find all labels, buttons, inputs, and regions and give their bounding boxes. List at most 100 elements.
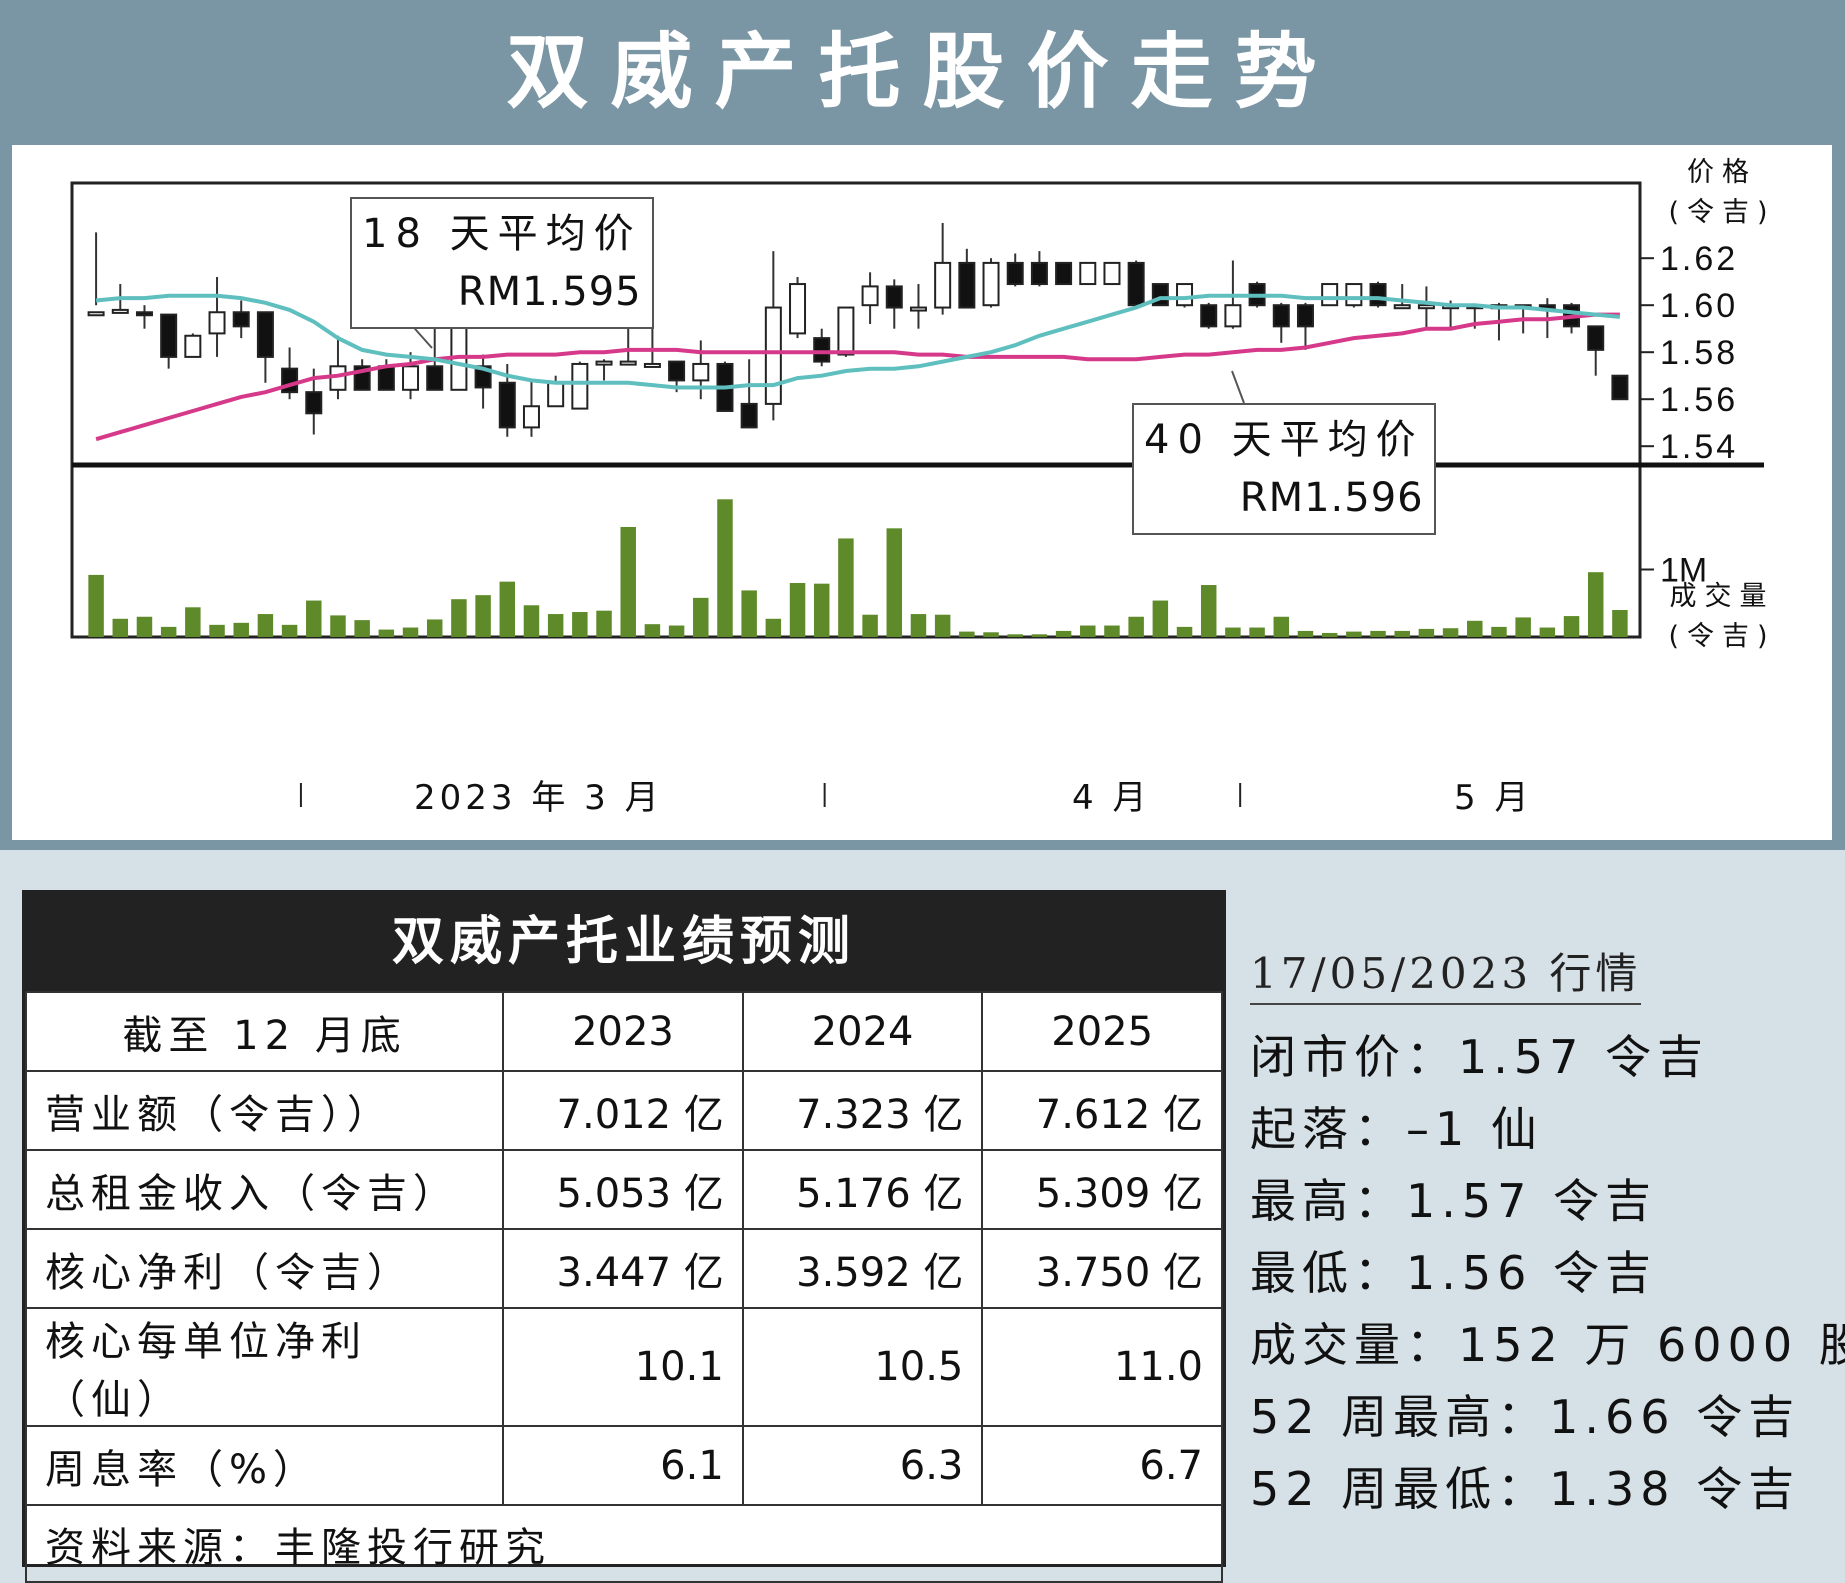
forecast-header-row: 截至 12 月底 2023 2024 2025 xyxy=(24,991,1223,1072)
candle-body-up xyxy=(643,362,661,368)
candle-body-up xyxy=(1321,283,1339,307)
candle-body-down xyxy=(668,360,686,382)
candle-body-down xyxy=(1611,374,1629,401)
volume-bar xyxy=(281,624,298,637)
cell-value: 5.309 亿 xyxy=(981,1149,1223,1230)
volume-bar xyxy=(523,605,540,637)
candle-body-down xyxy=(256,311,274,358)
volume-bar xyxy=(1370,630,1386,637)
cell-value: 6.1 xyxy=(502,1425,744,1506)
cell-value: 10.1 xyxy=(502,1307,744,1427)
volume-axis-title: 成交量 (令吉) xyxy=(1647,577,1797,657)
candle-body-down xyxy=(740,402,758,429)
volume-bar xyxy=(1491,626,1507,637)
volume-bar xyxy=(209,624,225,637)
volume-bar xyxy=(1321,632,1338,637)
price-axis-title: 价格 (令吉) xyxy=(1652,153,1792,233)
row-label: 核心净利（令吉） xyxy=(24,1228,505,1309)
candle-body-down xyxy=(885,285,903,309)
table-row: 营业额（令吉）） 7.012 亿 7.323 亿 7.612 亿 xyxy=(24,1070,1223,1151)
volume-bar xyxy=(1273,616,1290,637)
candle-body-up xyxy=(87,311,105,317)
volume-tick-label: 1M xyxy=(1660,552,1707,590)
candle-body-up xyxy=(764,306,782,405)
header-period: 截至 12 月底 xyxy=(24,991,505,1072)
volume-bar xyxy=(1152,600,1169,637)
candle-body-up xyxy=(184,334,202,358)
volume-bar xyxy=(644,624,661,637)
cell-value: 6.3 xyxy=(741,1425,984,1506)
volume-bar xyxy=(668,625,685,637)
volume-bar xyxy=(354,620,370,637)
row-label: 周息率（%） xyxy=(24,1425,505,1506)
candle-body-down xyxy=(1127,261,1145,307)
volume-bar xyxy=(862,614,878,637)
volume-bar xyxy=(1225,627,1241,637)
ma40-value: RM1.596 xyxy=(1239,475,1424,521)
table-row: 核心每单位净利（仙） 10.1 10.5 11.0 xyxy=(24,1307,1223,1427)
volume-bar xyxy=(959,631,975,637)
table-row: 周息率（%） 6.1 6.3 6.7 xyxy=(24,1425,1223,1506)
volume-bar xyxy=(1346,631,1362,637)
volume-bar xyxy=(1176,626,1193,637)
ma18-value: RM1.595 xyxy=(457,269,642,315)
volume-bar xyxy=(160,626,177,637)
volume-bar xyxy=(717,499,733,637)
candle-body-down xyxy=(135,311,153,317)
volume-bar xyxy=(1104,625,1120,637)
day-high: 最高：1.57 令吉 xyxy=(1250,1174,1658,1228)
candle-body-down xyxy=(1055,261,1073,286)
cell-value: 7.012 亿 xyxy=(502,1070,744,1151)
price-tick-label: 1.56 xyxy=(1660,381,1738,419)
candle-body-up xyxy=(837,306,855,356)
ma40-label: 40 天平均价 xyxy=(1144,417,1424,463)
candle-body-up xyxy=(1393,304,1411,310)
price-tick-label: 1.54 xyxy=(1660,428,1738,466)
header-2024: 2024 xyxy=(741,991,984,1072)
volume-bar xyxy=(1515,617,1531,637)
volume-bar xyxy=(475,595,491,637)
volume-bar xyxy=(1249,627,1265,637)
volume-bar xyxy=(596,610,612,637)
price-axis-title-line1: 价格 xyxy=(1687,157,1757,188)
candle-body-down xyxy=(160,313,178,358)
volume-bar xyxy=(112,618,129,637)
volume-bar xyxy=(1031,634,1048,637)
volume-bar xyxy=(934,614,951,637)
candle-body-up xyxy=(1417,304,1435,310)
ma40-leader-line xyxy=(1231,370,1245,404)
row-label: 核心每单位净利（仙） xyxy=(24,1307,505,1427)
volume-bar xyxy=(1612,610,1628,637)
volume-bar xyxy=(451,599,467,637)
candle-body-down xyxy=(1587,325,1605,351)
candle-body-down xyxy=(813,337,831,363)
price-axis-title-line2: (令吉) xyxy=(1668,197,1776,228)
header-2023: 2023 xyxy=(502,991,744,1072)
candle-body-down xyxy=(1272,304,1290,328)
row-label: 营业额（令吉）） xyxy=(24,1070,505,1151)
candle-body-up xyxy=(1176,283,1194,307)
volume-bar xyxy=(789,583,806,637)
candle-body-up xyxy=(402,365,420,391)
price-change: 起落：–1 仙 xyxy=(1250,1102,1543,1156)
x-label-march: 2023 年 3 月 xyxy=(414,778,663,818)
volume-bar xyxy=(1418,628,1435,637)
volume-bar xyxy=(741,590,757,637)
x-label-april: 4 月 xyxy=(1072,778,1151,818)
volume-bar xyxy=(185,607,201,637)
volume-bar xyxy=(838,538,854,637)
source-row: 资料来源：丰隆投行研究 xyxy=(25,1504,1223,1583)
source-note: 资料来源：丰隆投行研究 xyxy=(25,1504,1223,1583)
ma40-line xyxy=(95,312,1620,442)
ma18-label-box: 18 天平均价 RM1.595 xyxy=(350,197,654,329)
candle-body-up xyxy=(982,261,1000,307)
candle-body-down xyxy=(232,311,250,328)
candle-body-down xyxy=(1200,304,1218,328)
volume-bar xyxy=(620,526,636,637)
chart-panel: 1.62 1.60 1.58 1.56 1.54 1M 价格 (令吉) 成交量 (令吉) … xyxy=(12,145,1832,840)
volume-bar xyxy=(910,614,927,637)
candle-body-up xyxy=(789,283,807,335)
ma18-line xyxy=(95,293,1621,390)
week52-high: 52 周最高：1.66 令吉 xyxy=(1250,1390,1801,1444)
volume-bar xyxy=(1128,616,1144,637)
